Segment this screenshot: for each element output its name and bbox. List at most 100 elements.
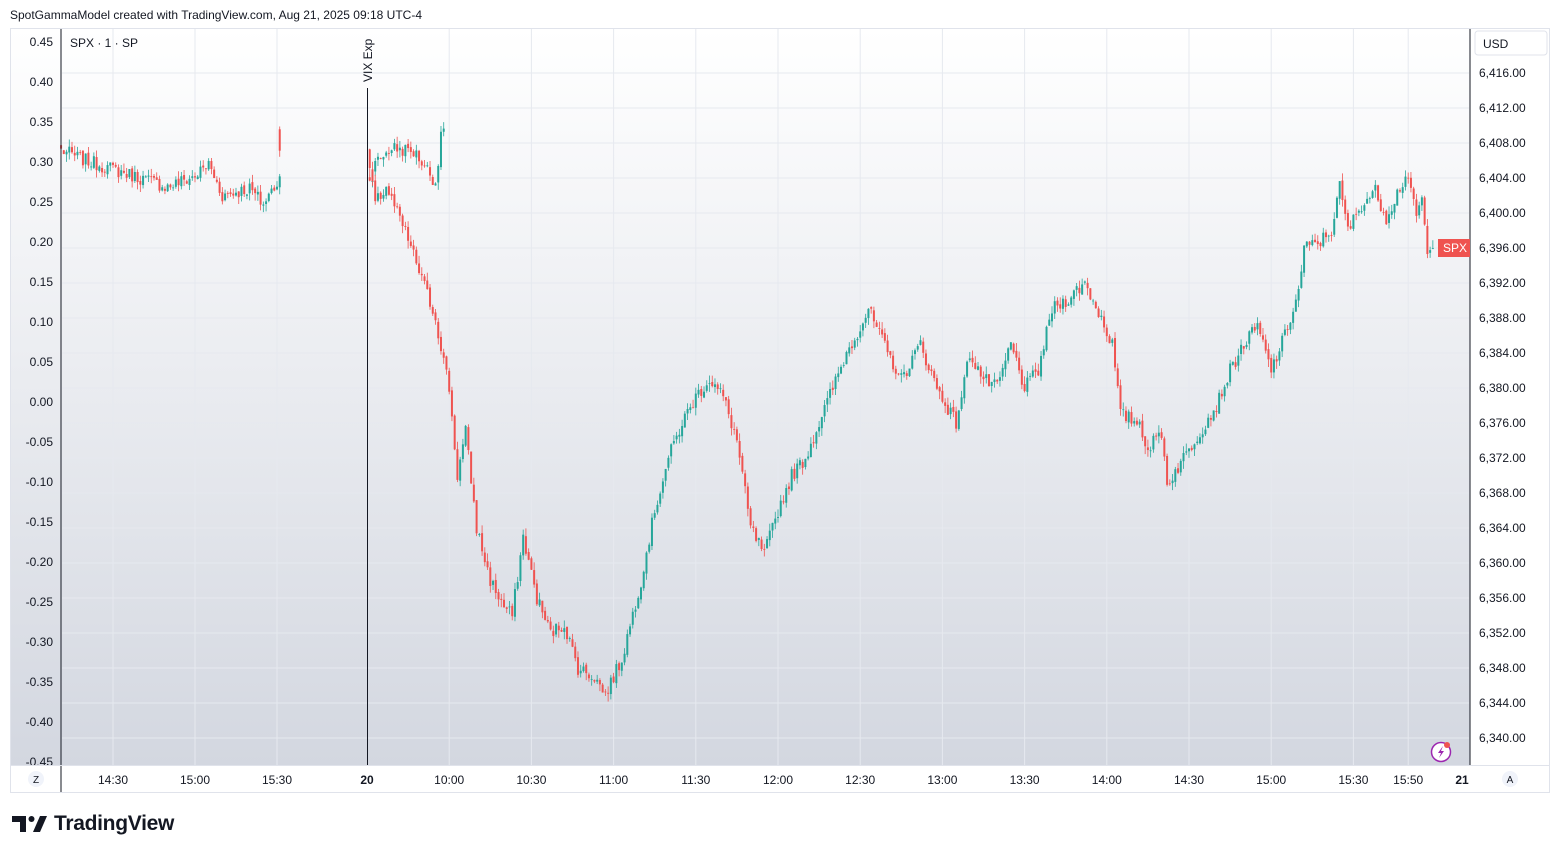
candle [267,192,270,203]
candle-body [612,676,615,683]
candle-body [1267,349,1270,360]
candle-body [1012,343,1015,353]
candle-body [73,152,76,156]
candle-body [1393,203,1396,213]
candle-body [1182,453,1185,462]
candle-body [1144,436,1147,447]
candle [927,363,930,374]
candle [1357,209,1360,217]
candle-body [1327,235,1330,237]
candle-body [194,176,196,178]
candle-body [136,171,139,183]
candle-body [815,432,818,444]
candle [864,313,867,328]
candlestick-chart[interactable]: 0.45 0.40 0.35 0.30 0.25 0.20 0.15 0.10 0.05 0.00… [0,0,1560,800]
candle [620,662,623,677]
candle-body [1352,214,1355,229]
candle-body [423,165,426,167]
candle [1105,324,1108,342]
candle-body [626,634,629,655]
candle-body [371,169,374,182]
candle-body [1056,300,1059,306]
candle-body [582,666,585,672]
candle [1297,285,1300,308]
candle [629,623,632,637]
candle [1242,345,1245,355]
candle-body [398,206,401,216]
candle-body [820,417,823,429]
candle [147,169,150,182]
left-tick-label: 0.00 [30,395,54,409]
candle [1086,277,1089,296]
candle-body [426,280,429,290]
candle-body [390,193,393,196]
candle-body [464,425,467,446]
candle [1256,317,1259,336]
candle-body [265,201,268,204]
candle-body [418,263,421,274]
candle [224,189,227,202]
candle-body [448,370,451,392]
candle [1040,351,1043,381]
candle-body [705,385,708,391]
candle-body [461,444,464,460]
candle-body [1426,225,1429,255]
candle-body [1020,369,1023,385]
candle [401,146,404,162]
candle [1185,443,1188,456]
candle-body [376,156,379,160]
candle-body [188,178,191,185]
candle-body [1188,448,1190,452]
candle-body [924,353,927,366]
candle [229,188,232,197]
candle [1092,298,1095,305]
candle [579,664,582,678]
auto-scale-button[interactable]: A [1502,771,1518,787]
candle-body [472,484,475,502]
candle [881,322,884,338]
lightning-alert-icon[interactable] [1430,741,1452,763]
currency-box[interactable] [1474,30,1548,56]
candle [459,456,462,487]
time-tick-label: 13:00 [927,773,957,787]
candle-body [987,374,990,387]
candle-body [1220,393,1223,397]
time-tick-label: 14:30 [1174,773,1204,787]
candle-body [1023,383,1026,392]
candle-body [544,610,547,620]
zoom-left-button[interactable]: Z [28,771,44,787]
candle-body [856,338,859,341]
candle [155,172,158,180]
candle-body [604,691,607,693]
candle-body [1133,421,1136,424]
candle [1396,188,1399,206]
candle-body [971,357,974,363]
candle-body [557,625,560,631]
tradingview-logo[interactable]: TradingView [12,812,174,836]
candle-body [941,390,944,402]
candle-body [117,167,120,178]
candle [120,164,123,180]
candle [1308,241,1311,251]
candle-body [112,162,114,165]
candle [804,458,807,470]
right-tick-label: 6,364.00 [1479,521,1526,535]
candle-body [796,463,799,479]
candle [785,484,788,508]
candle-body [262,204,265,206]
candle [73,145,76,162]
candle-body [1333,218,1336,235]
candle-body [1404,176,1407,187]
candle-body [771,522,774,531]
right-tick-label: 6,400.00 [1479,206,1526,220]
candle [1253,323,1256,333]
candle-body [224,193,227,201]
candle-body [374,180,377,202]
candle-body [76,151,79,156]
candle [270,185,273,195]
candle-body [1253,326,1256,331]
candle-body [661,481,664,493]
candle [993,372,996,388]
candle [420,159,423,171]
candle [101,162,104,177]
